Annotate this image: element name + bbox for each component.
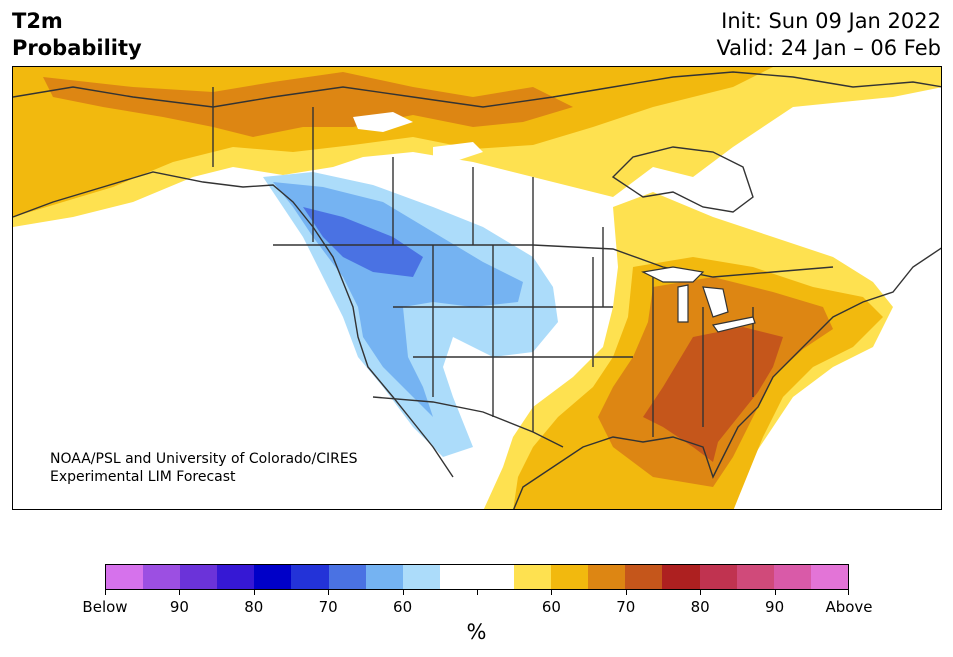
forecast-dates: Init: Sun 09 Jan 2022 Valid: 24 Jan – 06…	[716, 8, 941, 62]
colorbar-tick-label: Above	[825, 598, 873, 616]
colorbar-tick-label: 90	[169, 598, 189, 616]
colorbar-tick	[179, 590, 181, 595]
colorbar-segment	[291, 565, 329, 589]
colorbar-tick-label: Below	[82, 598, 128, 616]
colorbar-segment	[699, 565, 737, 589]
colorbar-tick-label: 70	[616, 598, 636, 616]
colorbar-segment	[625, 565, 663, 589]
colorbar-tick-label: 70	[318, 598, 338, 616]
title-line-1: T2m	[12, 9, 63, 33]
colorbar-tick	[700, 590, 702, 595]
coastline-and-borders	[13, 71, 941, 509]
lake-huron	[702, 286, 729, 318]
ice-patch-2	[433, 142, 483, 162]
below-80-northwest-region	[303, 207, 423, 277]
colorbar-tick-label: 80	[244, 598, 264, 616]
colorbar-segment	[254, 565, 292, 589]
colorbar-segment	[106, 565, 144, 589]
lake-michigan	[677, 284, 689, 323]
colorbar-segment	[662, 565, 700, 589]
colorbar-segment	[328, 565, 366, 589]
ice-patch-1	[353, 112, 413, 132]
colorbar-segment	[217, 565, 255, 589]
colorbar-tick	[774, 590, 776, 595]
colorbar-tick	[105, 590, 106, 595]
colorbar-tick-label: 80	[690, 598, 710, 616]
colorbar-segment	[365, 565, 403, 589]
credit-line-1: NOAA/PSL and University of Colorado/CIRE…	[50, 451, 358, 467]
colorbar-tick	[328, 590, 330, 595]
colorbar-segment	[180, 565, 218, 589]
map-panel: NOAA/PSL and University of Colorado/CIRE…	[12, 66, 942, 510]
arctic-ice-patches	[353, 112, 483, 162]
colorbar-ticks	[105, 590, 849, 596]
title-line-2: Probability	[12, 36, 142, 60]
colorbar-segment	[402, 565, 440, 589]
colorbar-segment	[143, 565, 181, 589]
us-mexico-border	[372, 396, 564, 448]
init-date: Init: Sun 09 Jan 2022	[721, 9, 941, 33]
colorbar-segment	[736, 565, 774, 589]
above-80-north-region	[43, 72, 573, 137]
colorbar-tick-label: 60	[541, 598, 561, 616]
colorbar-segment	[551, 565, 589, 589]
great-lakes	[641, 266, 756, 333]
lake-superior	[641, 266, 705, 283]
atlantic-coastline	[513, 247, 941, 509]
colorbar-segment	[514, 565, 552, 589]
colorbar-segment	[588, 565, 626, 589]
lake-erie	[711, 316, 756, 333]
pacific-coastline	[13, 171, 454, 478]
canada-us-border	[273, 244, 834, 278]
probability-map	[13, 67, 941, 509]
map-title: T2m Probability	[12, 8, 142, 62]
data-credit: NOAA/PSL and University of Colorado/CIRE…	[50, 450, 358, 486]
colorbar-tick	[253, 590, 255, 595]
colorbar-tick	[625, 590, 627, 595]
colorbar-segment	[476, 565, 515, 589]
state-borders	[393, 245, 754, 437]
probability-colorbar	[105, 564, 849, 590]
valid-range: Valid: 24 Jan – 06 Feb	[716, 36, 941, 60]
provincial-borders	[212, 87, 604, 307]
probability-shading	[13, 67, 941, 509]
colorbar-tick	[848, 590, 849, 595]
colorbar-segment	[810, 565, 848, 589]
arctic-coastline	[13, 71, 941, 108]
colorbar-unit-label: %	[466, 620, 487, 644]
above-90-southeast-region	[643, 327, 783, 462]
colorbar-tick-label: 90	[765, 598, 785, 616]
credit-line-2: Experimental LIM Forecast	[50, 469, 236, 485]
colorbar-tick-label: 60	[393, 598, 413, 616]
colorbar-tick	[551, 590, 553, 595]
colorbar-segment	[773, 565, 811, 589]
colorbar-tick	[402, 590, 404, 595]
hudson-bay-shore	[611, 146, 754, 213]
colorbar-segment	[439, 565, 477, 589]
colorbar-tick	[477, 590, 478, 595]
colorbar-tick-labels: Below 90 80 70 60 60 70 80 90 Above	[82, 598, 872, 618]
